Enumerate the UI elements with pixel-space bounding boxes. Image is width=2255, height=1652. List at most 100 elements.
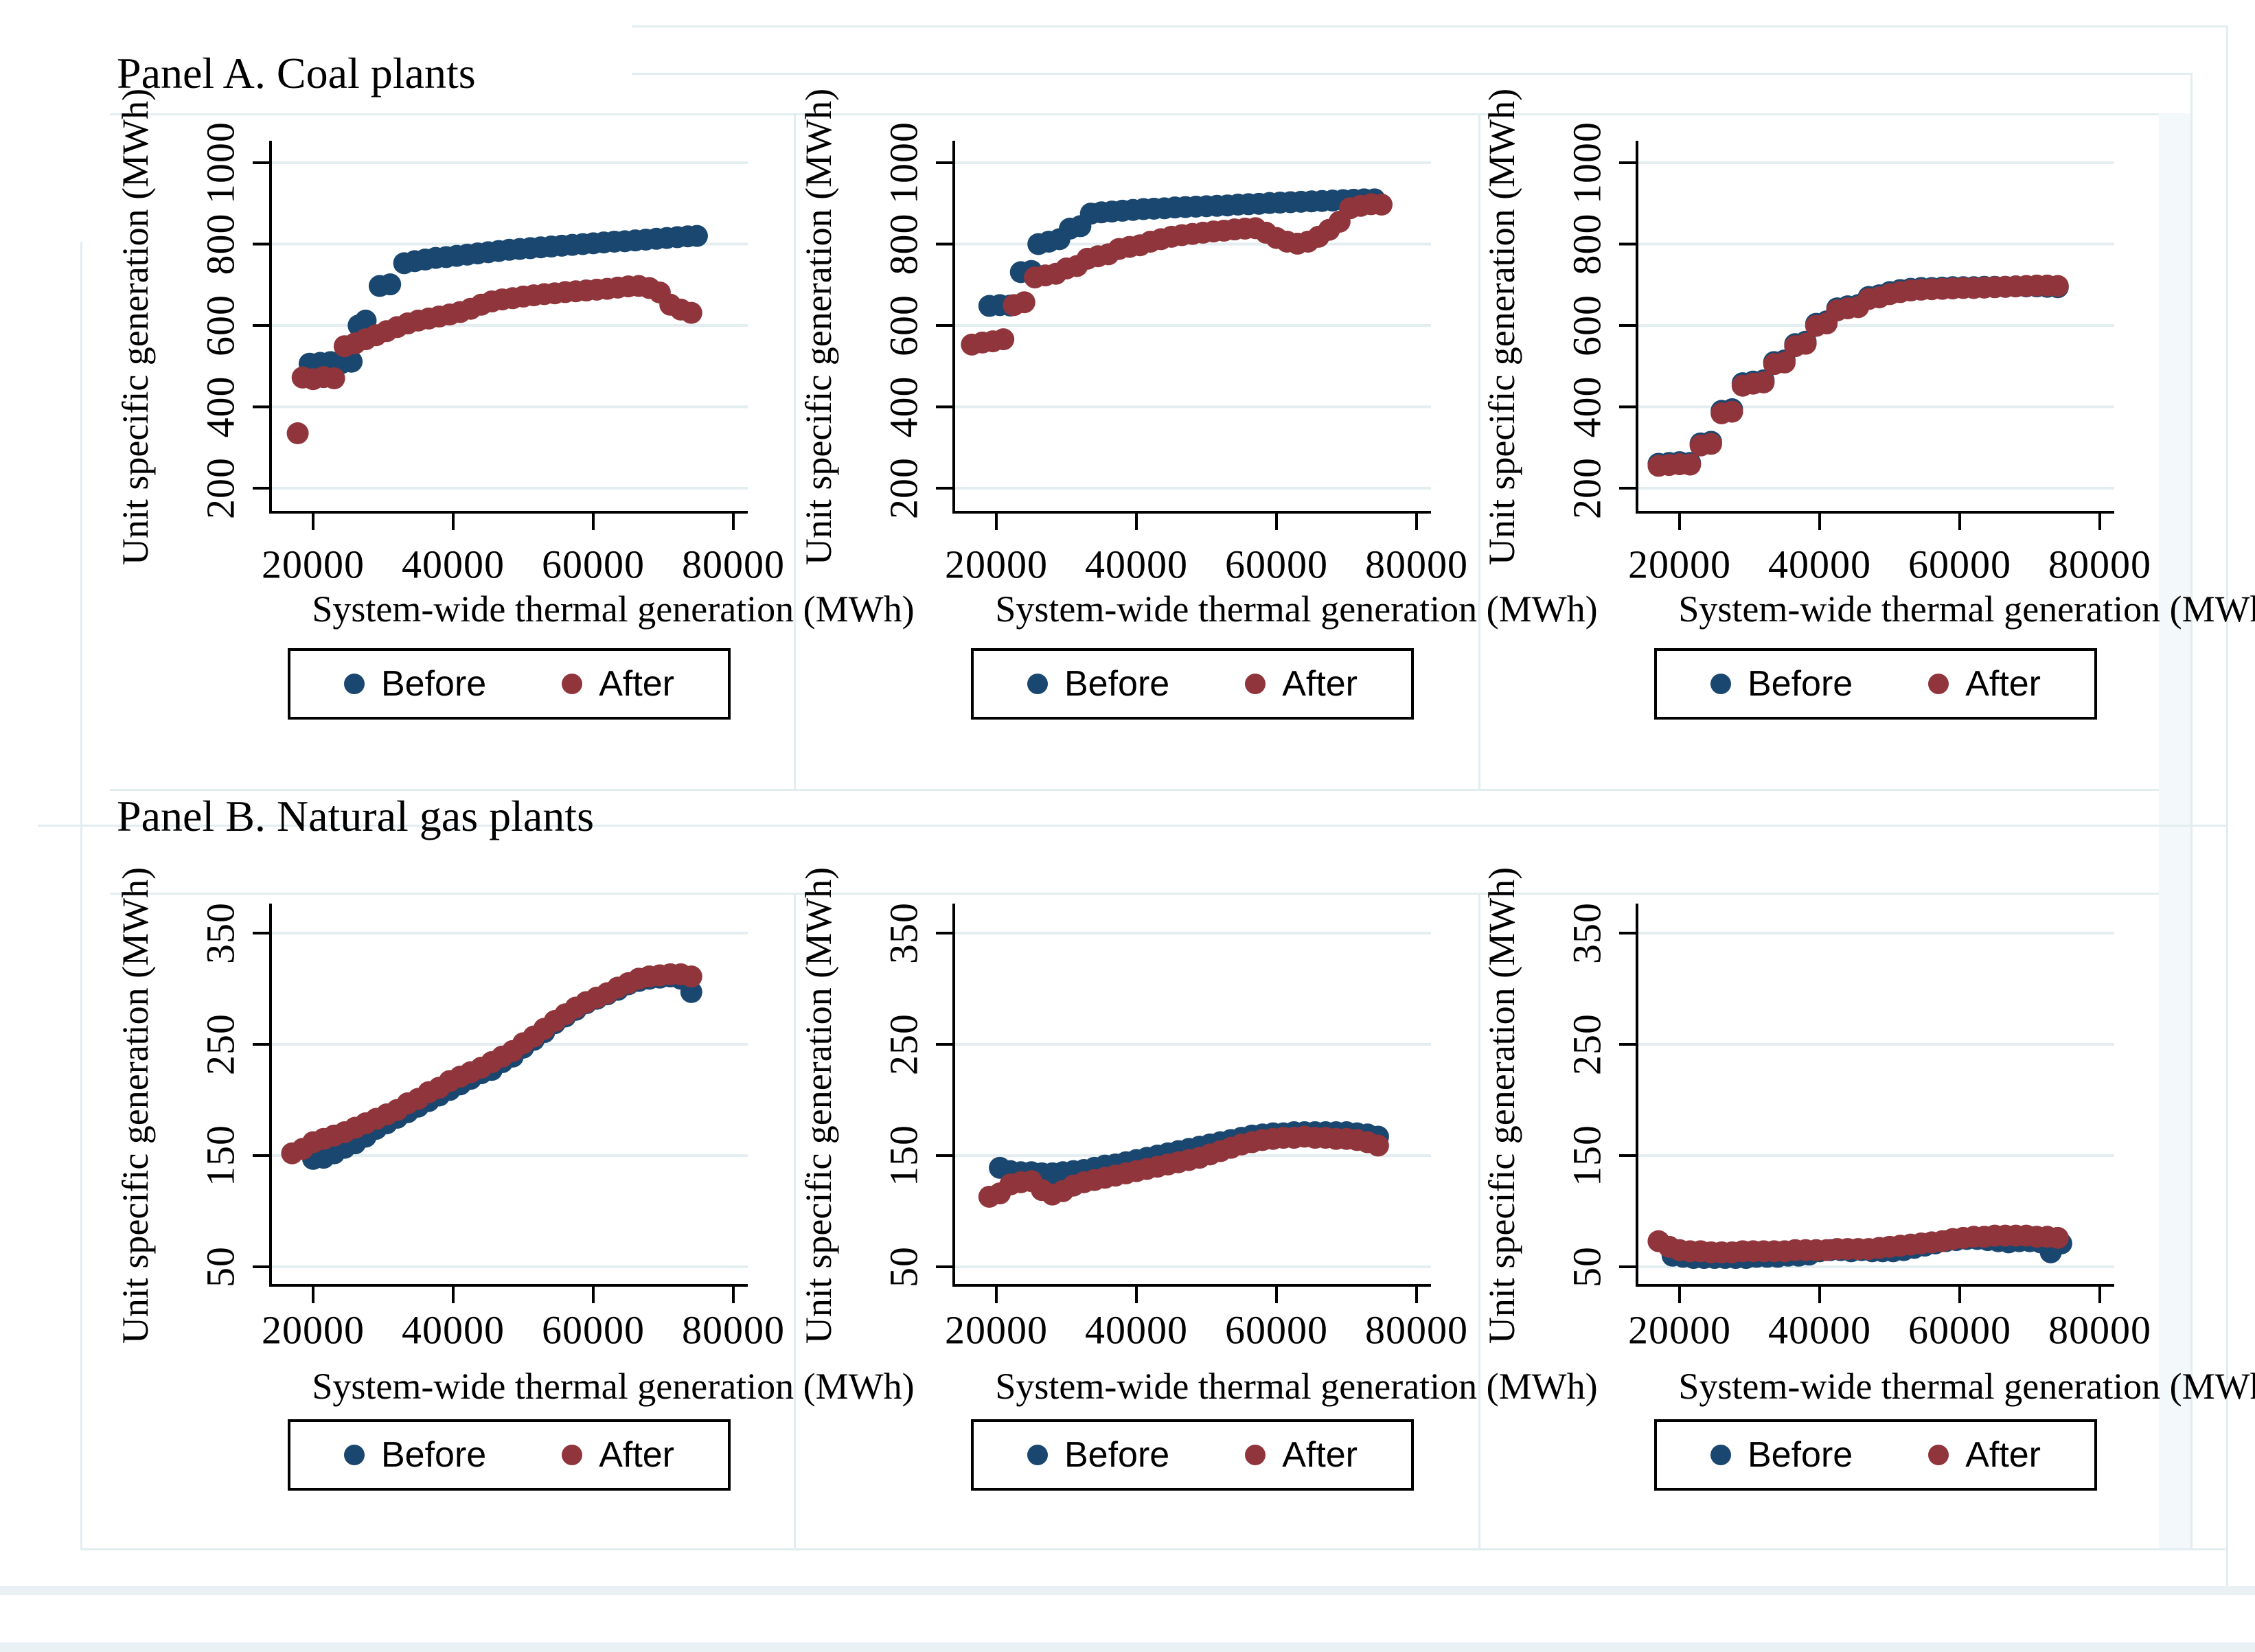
scatter-plot-coal-2: Unit specific generation (MWh) 200 400 600… xyxy=(798,89,1467,586)
svg-text:40000: 40000 xyxy=(1768,542,1871,586)
after-marker-icon xyxy=(1245,674,1266,694)
svg-text:40000: 40000 xyxy=(1768,1307,1871,1352)
svg-text:80000: 80000 xyxy=(1365,542,1468,586)
legend-item-after: After xyxy=(1245,663,1358,704)
frame-line xyxy=(1478,113,1480,790)
panel-a-title: Panel A. Coal plants xyxy=(117,49,476,97)
frame-line xyxy=(80,242,82,1548)
svg-text:40000: 40000 xyxy=(1085,1307,1188,1352)
chart-cell-coal-1: Unit specific generation (MWh) 200 400 600… xyxy=(51,0,915,762)
scatter-plot-gas-1: Unit specific generation (MWh) 50 150 250 3… xyxy=(115,867,784,1352)
svg-text:60000: 60000 xyxy=(1908,1307,2011,1352)
svg-text:350: 350 xyxy=(881,902,926,964)
svg-text:350: 350 xyxy=(198,902,242,964)
legend-label-before: Before xyxy=(1064,1435,1170,1475)
svg-text:60000: 60000 xyxy=(542,1307,645,1352)
before-marker-icon xyxy=(1710,1445,1731,1465)
legend-item-after: After xyxy=(562,663,674,704)
frame-line xyxy=(794,113,796,790)
frame-line xyxy=(110,113,2159,115)
scatter-plot-coal-1: Unit specific generation (MWh) 200 400 600… xyxy=(115,89,784,586)
legend-item-before: Before xyxy=(1710,1434,1853,1476)
before-marker-icon xyxy=(1027,1445,1048,1465)
svg-text:60000: 60000 xyxy=(1225,1307,1328,1352)
frame-line xyxy=(794,893,796,1548)
svg-text:40000: 40000 xyxy=(402,1307,505,1352)
y-axis-title: Unit specific generation (MWh) xyxy=(115,89,156,565)
frame-line xyxy=(1478,893,1480,1548)
before-marker-icon xyxy=(1710,674,1731,694)
legend-box: Before After xyxy=(1654,1419,2097,1491)
svg-text:350: 350 xyxy=(1564,902,1609,964)
legend-box: Before After xyxy=(288,648,731,720)
legend-label-after: After xyxy=(599,1435,675,1475)
frame-line xyxy=(38,825,2226,827)
svg-text:150: 150 xyxy=(881,1125,926,1186)
svg-text:400: 400 xyxy=(1564,376,1609,438)
legend-item-before: Before xyxy=(1710,663,1853,704)
svg-text:20000: 20000 xyxy=(945,542,1048,586)
legend-label-after: After xyxy=(1965,664,2041,704)
legend-label-after: After xyxy=(1282,664,1358,704)
svg-text:50: 50 xyxy=(881,1246,926,1287)
svg-text:1000: 1000 xyxy=(198,122,242,204)
frame-tint xyxy=(2159,113,2190,1548)
svg-text:40000: 40000 xyxy=(1085,542,1188,586)
scatter-plot-coal-3: Unit specific generation (MWh) 200 400 600… xyxy=(1481,89,2151,586)
frame-band xyxy=(0,1586,2255,1595)
legend-box: Before After xyxy=(971,1419,1414,1491)
after-marker-icon xyxy=(1245,1445,1266,1465)
legend-box: Before After xyxy=(1654,648,2097,720)
scatter-plot-gas-2: Unit specific generation (MWh) 50 150 250 3… xyxy=(798,867,1467,1352)
before-marker-icon xyxy=(343,674,365,694)
svg-text:800: 800 xyxy=(198,214,242,275)
svg-text:20000: 20000 xyxy=(945,1307,1048,1352)
legend-item-after: After xyxy=(1245,1434,1358,1476)
x-axis-title: System-wide thermal generation (MWh) xyxy=(1678,588,2255,630)
legend-label-after: After xyxy=(1282,1435,1358,1475)
svg-text:50: 50 xyxy=(198,1246,242,1287)
svg-text:80000: 80000 xyxy=(682,542,785,586)
y-axis-title: Unit specific generation (MWh) xyxy=(115,867,156,1344)
svg-text:20000: 20000 xyxy=(262,542,365,586)
svg-text:200: 200 xyxy=(1564,457,1609,519)
before-marker-icon xyxy=(343,1445,365,1465)
chart-cell-coal-3: Unit specific generation (MWh) 200 400 600… xyxy=(1418,0,2255,762)
svg-text:20000: 20000 xyxy=(262,1307,365,1352)
legend-label-before: Before xyxy=(1747,1435,1853,1475)
legend-item-after: After xyxy=(1928,663,2041,704)
legend-label-before: Before xyxy=(380,1435,487,1475)
svg-text:80000: 80000 xyxy=(682,1307,785,1352)
y-axis-title: Unit specific generation (MWh) xyxy=(1481,89,1522,565)
frame-line xyxy=(632,25,2226,27)
frame-line xyxy=(2226,25,2228,1586)
svg-text:80000: 80000 xyxy=(2048,1307,2151,1352)
svg-text:600: 600 xyxy=(1564,295,1609,356)
before-marker-icon xyxy=(1027,674,1048,694)
svg-text:400: 400 xyxy=(881,376,926,438)
svg-text:800: 800 xyxy=(1564,214,1609,275)
legend-item-before: Before xyxy=(1027,663,1169,704)
svg-text:40000: 40000 xyxy=(402,542,505,586)
svg-text:400: 400 xyxy=(198,376,242,438)
frame-line xyxy=(80,1548,2228,1550)
after-marker-icon xyxy=(562,1445,583,1465)
legend-label-before: Before xyxy=(1064,664,1170,704)
after-marker-icon xyxy=(1928,1445,1949,1465)
svg-text:60000: 60000 xyxy=(1225,542,1328,586)
y-axis-title: Unit specific generation (MWh) xyxy=(798,867,839,1344)
after-marker-icon xyxy=(1928,674,1949,694)
legend-label-before: Before xyxy=(380,664,487,704)
svg-text:20000: 20000 xyxy=(1628,542,1731,586)
svg-text:80000: 80000 xyxy=(1365,1307,1468,1352)
legend-label-after: After xyxy=(1965,1435,2041,1475)
chart-cell-gas-2: Unit specific generation (MWh) 50 150 250 3… xyxy=(735,858,1598,1552)
svg-text:60000: 60000 xyxy=(1908,542,2011,586)
y-axis-title: Unit specific generation (MWh) xyxy=(1481,867,1522,1344)
x-axis-title: System-wide thermal generation (MWh) xyxy=(995,1366,1598,1407)
svg-text:250: 250 xyxy=(881,1013,926,1075)
svg-text:150: 150 xyxy=(198,1125,242,1186)
svg-text:600: 600 xyxy=(881,295,926,356)
svg-text:200: 200 xyxy=(198,457,242,519)
frame-line xyxy=(632,73,2190,75)
